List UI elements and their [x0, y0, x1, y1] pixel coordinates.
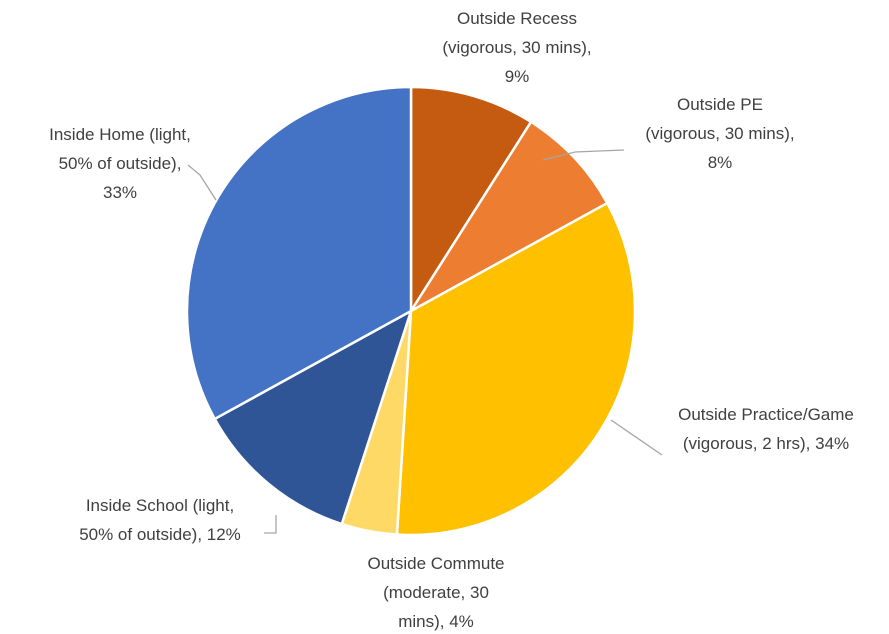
- slice-label-line: 9%: [505, 67, 530, 86]
- slice-label-line: Outside Commute: [368, 554, 505, 573]
- slice-label-outside-pe: Outside PE (vigorous, 30 mins), 8%: [645, 95, 794, 172]
- slice-label-line: 50% of outside),: [59, 154, 182, 173]
- leader-line-outside-pe: [542, 149, 625, 161]
- leader-line-inside-home: [187, 164, 217, 201]
- leader-lines: [187, 149, 663, 534]
- slice-label-line: Outside Recess: [457, 9, 577, 28]
- slice-label-line: (vigorous, 2 hrs), 34%: [683, 434, 849, 453]
- slice-label-inside-home: Inside Home (light, 50% of outside), 33%: [49, 125, 191, 202]
- pie-slices: [185, 85, 637, 537]
- slice-label-line: 8%: [708, 153, 733, 172]
- slice-label-line: Inside School (light,: [86, 496, 234, 515]
- pie-slice-inside-school: [213, 309, 413, 526]
- leader-line-inside-school: [264, 515, 277, 534]
- slice-label-line: Inside Home (light,: [49, 125, 191, 144]
- slice-label-line: (vigorous, 30 mins),: [442, 38, 591, 57]
- slice-label-outside-practice-game: Outside Practice/Game (vigorous, 2 hrs), …: [678, 405, 854, 453]
- slice-label-line: mins), 4%: [398, 612, 474, 631]
- slice-label-line: 50% of outside), 12%: [79, 525, 241, 544]
- slice-label-outside-recess: Outside Recess (vigorous, 30 mins), 9%: [442, 9, 591, 86]
- slice-labels: Outside Recess (vigorous, 30 mins), 9%Outs…: [49, 9, 854, 631]
- pie-slice-outside-pe: [409, 120, 609, 313]
- slice-label-outside-commute: Outside Commute (moderate, 30 mins), 4%: [368, 554, 505, 631]
- slice-label-line: Outside PE: [677, 95, 763, 114]
- slice-label-inside-school: Inside School (light, 50% of outside), 12…: [79, 496, 241, 544]
- pie-slice-outside-practice-game: [395, 201, 637, 537]
- pie-slice-inside-home: [185, 85, 413, 421]
- slice-label-line: (vigorous, 30 mins),: [645, 124, 794, 143]
- slice-label-line: (moderate, 30: [383, 583, 489, 602]
- slice-label-line: 33%: [103, 183, 137, 202]
- leader-line-outside-practice-game: [610, 419, 663, 456]
- pie-slice-outside-recess: [409, 85, 533, 313]
- slice-label-line: Outside Practice/Game: [678, 405, 854, 424]
